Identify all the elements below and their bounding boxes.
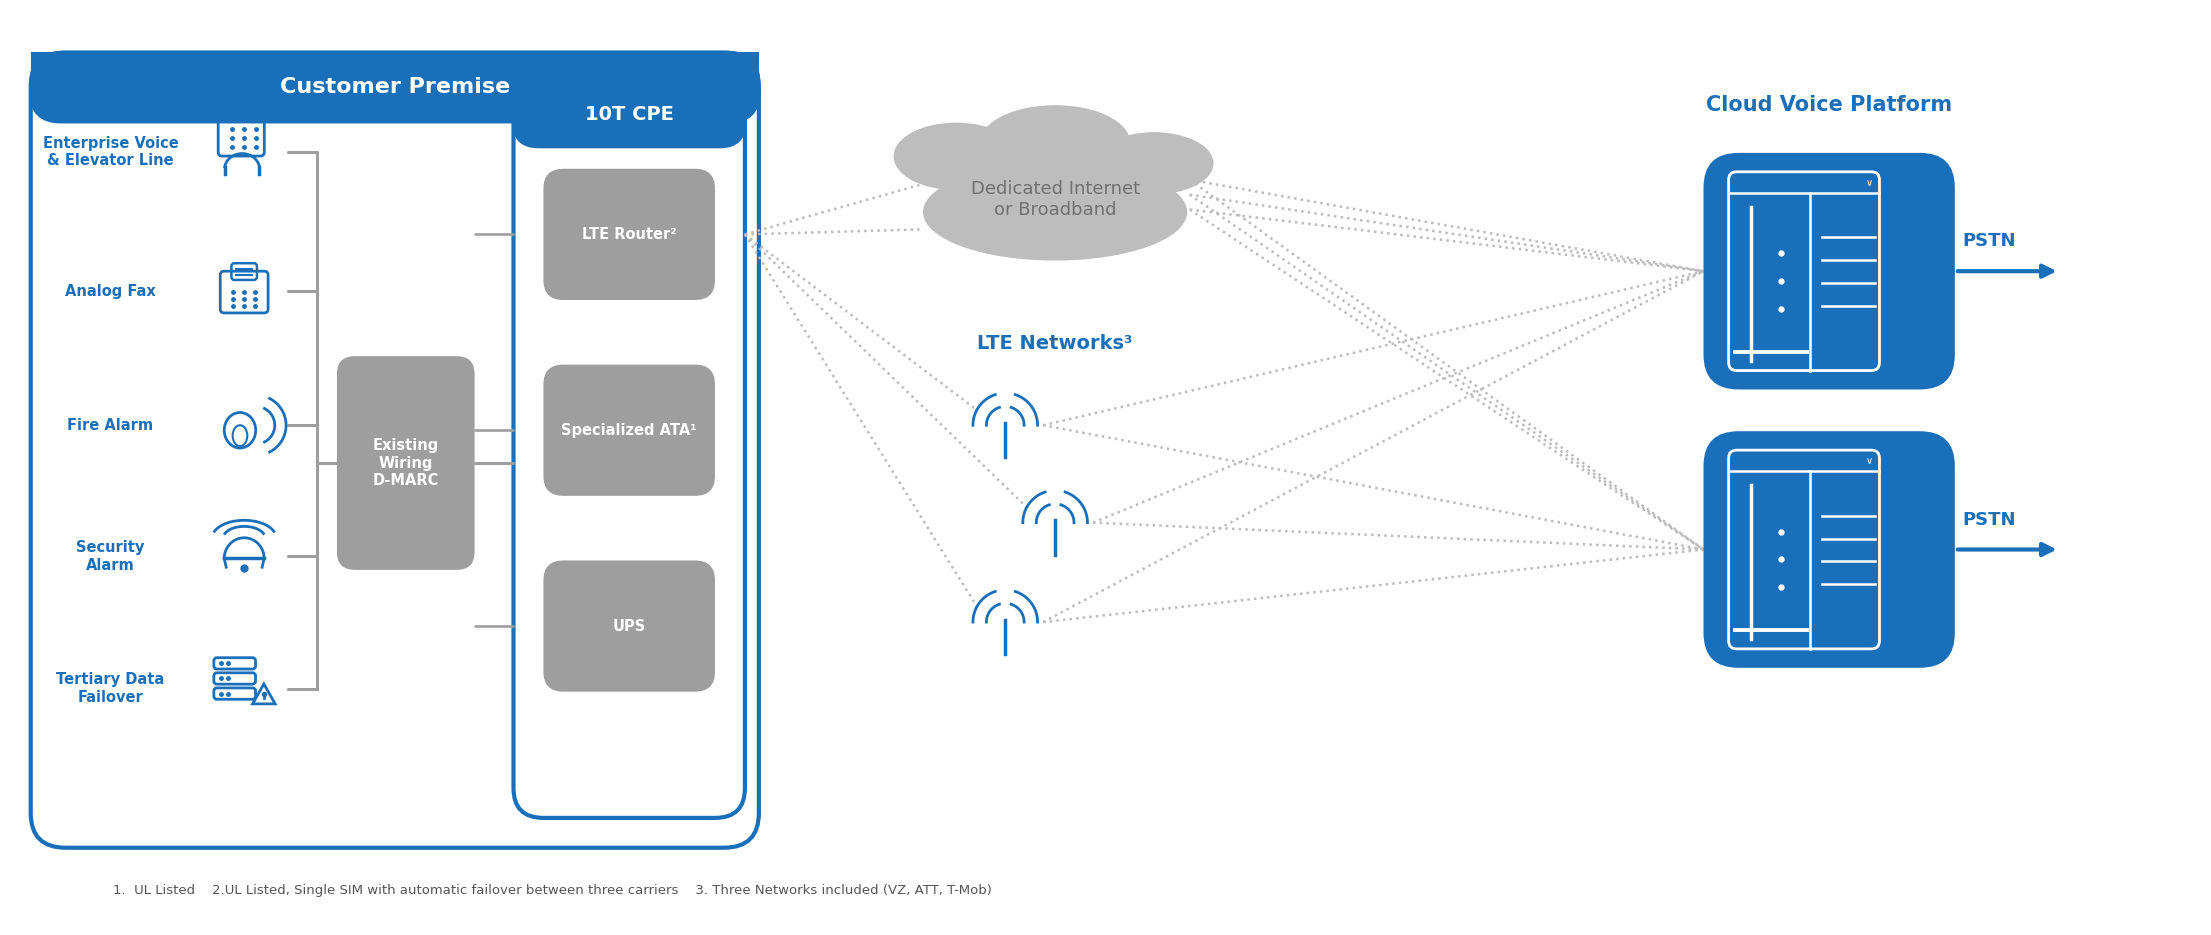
- Text: Analog Fax: Analog Fax: [64, 283, 157, 298]
- Text: Security
Alarm: Security Alarm: [77, 540, 144, 572]
- Text: 1.  UL Listed    2.UL Listed, Single SIM with automatic failover between three c: 1. UL Listed 2.UL Listed, Single SIM wit…: [113, 884, 991, 897]
- Text: UPS: UPS: [612, 619, 646, 634]
- Bar: [31, 52, 758, 94]
- Text: LTE Router²: LTE Router²: [581, 227, 677, 242]
- Text: Enterprise Voice
& Elevator Line: Enterprise Voice & Elevator Line: [42, 136, 179, 168]
- FancyBboxPatch shape: [544, 365, 714, 496]
- Text: Fire Alarm: Fire Alarm: [69, 418, 153, 433]
- Text: Cloud Voice Platform: Cloud Voice Platform: [1707, 95, 1952, 115]
- Text: LTE Networks³: LTE Networks³: [977, 334, 1132, 353]
- FancyBboxPatch shape: [336, 356, 475, 570]
- Text: Tertiary Data
Failover: Tertiary Data Failover: [57, 672, 164, 705]
- Text: Specialized ATA¹: Specialized ATA¹: [562, 423, 696, 438]
- FancyBboxPatch shape: [544, 169, 714, 300]
- FancyBboxPatch shape: [1702, 431, 1955, 668]
- Ellipse shape: [924, 165, 1187, 260]
- Text: ∨: ∨: [1866, 178, 1873, 188]
- Text: 10T CPE: 10T CPE: [584, 105, 674, 124]
- Ellipse shape: [1094, 133, 1214, 194]
- Text: Customer Premise: Customer Premise: [279, 78, 511, 97]
- FancyBboxPatch shape: [513, 82, 745, 147]
- Text: PSTN: PSTN: [1963, 233, 2016, 251]
- FancyBboxPatch shape: [1702, 153, 1955, 390]
- FancyBboxPatch shape: [31, 52, 758, 122]
- FancyBboxPatch shape: [31, 52, 758, 848]
- FancyBboxPatch shape: [544, 560, 714, 692]
- FancyBboxPatch shape: [513, 82, 745, 818]
- Ellipse shape: [982, 106, 1130, 179]
- Text: Dedicated Internet
or Broadband: Dedicated Internet or Broadband: [971, 180, 1139, 219]
- Text: PSTN: PSTN: [1963, 511, 2016, 528]
- Text: Existing
Wiring
D-MARC: Existing Wiring D-MARC: [374, 439, 440, 488]
- Text: ∨: ∨: [1866, 456, 1873, 466]
- Ellipse shape: [893, 123, 1017, 190]
- Bar: [513, 82, 745, 123]
